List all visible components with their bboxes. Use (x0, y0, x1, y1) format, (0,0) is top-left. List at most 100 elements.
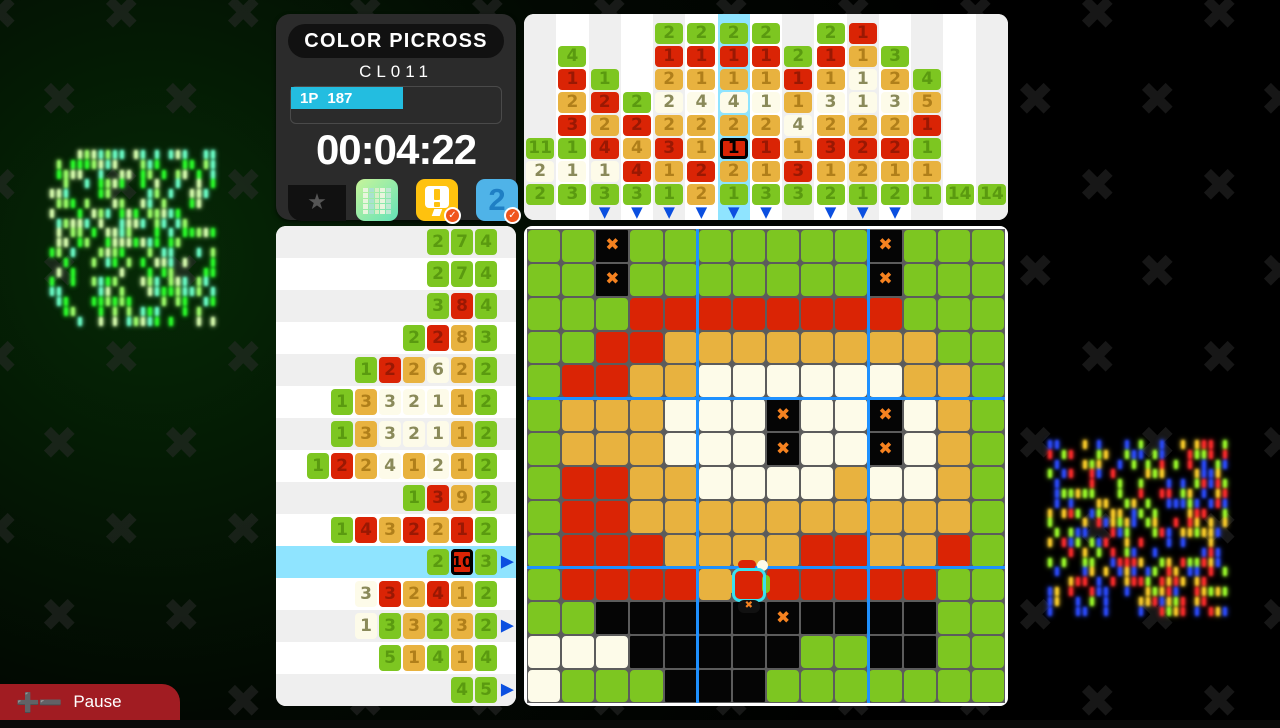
row-clues[interactable]: 2742743842283122622133211213321121224121… (276, 226, 516, 706)
grid-cell[interactable] (800, 534, 834, 568)
grid-cell[interactable] (903, 669, 937, 703)
grid-cell[interactable] (834, 297, 868, 331)
grid-cell[interactable] (868, 534, 902, 568)
grid-cell[interactable] (527, 432, 561, 466)
grid-cell[interactable] (766, 229, 800, 263)
grid-cell[interactable] (834, 601, 868, 635)
grid-cell[interactable] (766, 466, 800, 500)
grid-cell[interactable] (664, 466, 698, 500)
column-clue-9[interactable]: 2114133 (782, 14, 814, 220)
grid-cell[interactable] (971, 331, 1005, 365)
grid-cell[interactable] (937, 364, 971, 398)
grid-cell[interactable] (664, 331, 698, 365)
grid-cell[interactable] (595, 364, 629, 398)
grid-cell[interactable] (868, 635, 902, 669)
grid-cell[interactable]: ✖ (595, 263, 629, 297)
grid-cell[interactable] (937, 331, 971, 365)
row-clue-1[interactable]: 274 (276, 226, 516, 258)
hint-badge[interactable]: ✓ (416, 179, 458, 221)
grid-cell[interactable]: ✖ (595, 229, 629, 263)
grid-cell[interactable] (561, 297, 595, 331)
grid-cell[interactable] (595, 669, 629, 703)
row-clue-4[interactable]: 2283 (276, 322, 516, 354)
grid-cell[interactable] (937, 297, 971, 331)
grid-cell[interactable] (629, 568, 663, 602)
column-clue-12[interactable]: 3 2 3 2 2 1 2 ▼ (879, 14, 911, 220)
grid-cell[interactable] (834, 229, 868, 263)
grid-cell[interactable] (664, 398, 698, 432)
grid-cell[interactable] (527, 331, 561, 365)
grid-cell[interactable] (629, 297, 663, 331)
puzzle-grid-container[interactable]: ✖ ✖ ✖ ✖ ✖ ✖ ✖ ✖ ✖ ✖ (524, 226, 1008, 706)
grid-cell[interactable] (903, 331, 937, 365)
grid-cell[interactable] (766, 534, 800, 568)
grid-cell[interactable] (561, 263, 595, 297)
pause-button[interactable]: ➕➖ Pause (0, 684, 180, 720)
row-clue-14[interactable]: 51414 (276, 642, 516, 674)
grid-cell[interactable] (664, 432, 698, 466)
grid-cell[interactable] (664, 297, 698, 331)
grid-cell[interactable] (527, 601, 561, 635)
puzzle-grid[interactable]: ✖ ✖ ✖ ✖ ✖ ✖ ✖ ✖ ✖ ✖ (527, 229, 1005, 703)
grid-cell[interactable] (664, 635, 698, 669)
grid-cell[interactable] (732, 500, 766, 534)
grid-cell[interactable] (664, 568, 698, 602)
grid-cell[interactable]: ✖ (868, 263, 902, 297)
grid-cell[interactable] (971, 297, 1005, 331)
grid-cell[interactable] (595, 568, 629, 602)
grid-cell[interactable] (800, 297, 834, 331)
grid-cell[interactable] (629, 432, 663, 466)
grid-cell[interactable] (629, 229, 663, 263)
row-clue-8[interactable]: 12241212 (276, 450, 516, 482)
grid-cell[interactable] (595, 432, 629, 466)
grid-cell[interactable] (903, 500, 937, 534)
grid-cell[interactable] (971, 466, 1005, 500)
grid-cell[interactable] (698, 331, 732, 365)
grid-cell[interactable] (595, 601, 629, 635)
grid-cell[interactable] (527, 364, 561, 398)
grid-cell[interactable] (527, 669, 561, 703)
grid-cell[interactable] (698, 534, 732, 568)
grid-cell[interactable] (971, 263, 1005, 297)
grid-cell[interactable] (561, 331, 595, 365)
grid-cell[interactable] (527, 398, 561, 432)
grid-cell[interactable] (937, 534, 971, 568)
grid-cell[interactable] (664, 534, 698, 568)
grid-cell[interactable]: ✖ (766, 432, 800, 466)
grid-cell[interactable] (732, 534, 766, 568)
grid-cell[interactable] (561, 601, 595, 635)
grid-cell[interactable] (903, 635, 937, 669)
grid-cell[interactable] (561, 466, 595, 500)
column-clue-1[interactable]: 11 2 2 (524, 14, 556, 220)
grid-cell[interactable] (937, 568, 971, 602)
grid-cell[interactable] (903, 364, 937, 398)
grid-cell[interactable] (903, 297, 937, 331)
grid-cell[interactable]: ✖ (868, 229, 902, 263)
grid-cell[interactable] (664, 500, 698, 534)
grid-cell[interactable] (937, 635, 971, 669)
column-clues[interactable]: 11 2 2 4 1 2 3 1 1 3 1 2 2 4 1 3 ▼ 2 2 4 4 3 ▼ 2 1 2 2 2 3 1 1 ▼ 2 1 1 4 2 1 2… (524, 14, 1008, 220)
grid-cell[interactable] (732, 669, 766, 703)
grid-cell[interactable] (698, 432, 732, 466)
grid-cell[interactable] (732, 331, 766, 365)
grid-cell[interactable] (834, 364, 868, 398)
grid-cell[interactable] (561, 568, 595, 602)
grid-cell[interactable] (527, 568, 561, 602)
grid-cell[interactable] (868, 364, 902, 398)
grid-cell[interactable] (903, 601, 937, 635)
row-clue-11[interactable]: 2 10 3 ▶ (276, 546, 516, 578)
row-clue-9[interactable]: 1392 (276, 482, 516, 514)
grid-cell[interactable] (595, 297, 629, 331)
grid-cell[interactable] (629, 331, 663, 365)
grid-cell[interactable] (732, 635, 766, 669)
grid-cell[interactable]: ✖ (766, 398, 800, 432)
grid-cell[interactable] (664, 229, 698, 263)
grid-cell[interactable] (766, 297, 800, 331)
row-clue-12[interactable]: 332412 (276, 578, 516, 610)
grid-cell[interactable] (800, 398, 834, 432)
grid-cell[interactable] (766, 331, 800, 365)
grid-cell[interactable] (561, 364, 595, 398)
grid-cell[interactable] (766, 568, 800, 602)
grid-cell[interactable] (868, 331, 902, 365)
grid-cell[interactable] (766, 635, 800, 669)
